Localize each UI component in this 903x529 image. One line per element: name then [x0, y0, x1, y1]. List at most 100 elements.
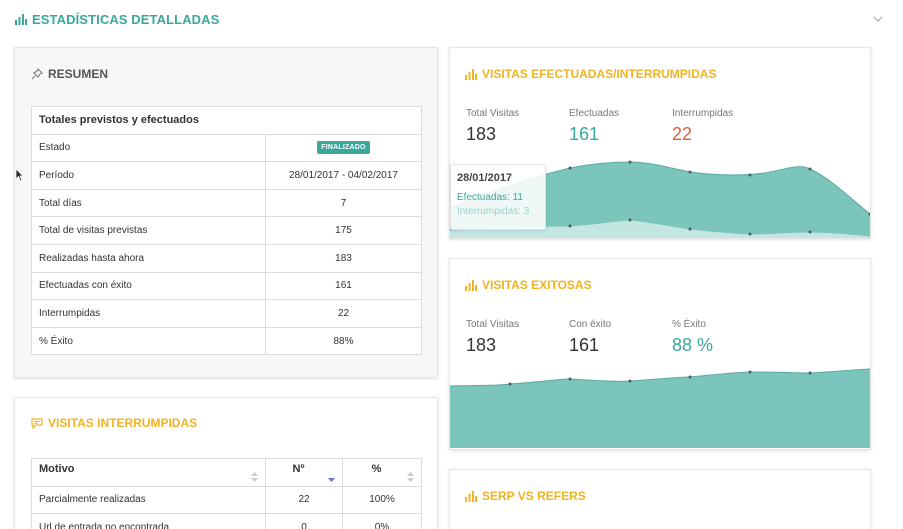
exitosas-line: [450, 368, 870, 387]
cell-pct: 0%: [342, 513, 422, 529]
serp-title: SERP VS REFERS: [465, 489, 586, 503]
resumen-title-text: RESUMEN: [48, 67, 109, 81]
cell-n: 22: [265, 485, 343, 515]
interrumpidas-area: [450, 220, 870, 238]
resumen-table-title: Totales previstos y efectuados: [31, 106, 422, 135]
chart-point[interactable]: [568, 166, 572, 170]
row-value: 28/01/2017 - 04/02/2017: [265, 161, 422, 190]
exitosas-title: VISITAS EXITOSAS: [465, 278, 592, 292]
column-header-n[interactable]: Nº: [265, 458, 343, 487]
column-header-motivo[interactable]: Motivo: [31, 458, 266, 487]
chart-point[interactable]: [748, 370, 752, 374]
stat-total-visitas: Total Visitas 183: [466, 319, 519, 356]
chart-point[interactable]: [628, 379, 632, 383]
table-row: % Éxito 88%: [31, 326, 422, 356]
efectuadas-area-chart[interactable]: [450, 150, 870, 238]
interrumpidas-table: Motivo Nº % Parcialmente realizadas 22 1…: [31, 458, 422, 529]
table-row: Interrumpidas 22: [31, 299, 422, 328]
pin-icon: [31, 68, 43, 80]
bar-chart-icon: [465, 490, 477, 502]
cell-motivo: Url de entrada no encontrada: [31, 513, 266, 529]
resumen-table: Totales previstos y efectuados Estado FI…: [31, 106, 422, 356]
stat-value: 88 %: [672, 335, 714, 355]
stat-efectuadas: Efectuadas 161: [569, 108, 619, 145]
table-row: Url de entrada no encontrada 0 0%: [31, 513, 422, 529]
row-label: Período: [31, 161, 266, 190]
table-row: Realizadas hasta ahora 183: [31, 243, 422, 273]
chart-point[interactable]: [568, 224, 572, 228]
stat-total-visitas: Total Visitas 183: [466, 108, 519, 145]
interrumpidas-title-text: VISITAS INTERRUMPIDAS: [48, 416, 198, 430]
chart-point[interactable]: [808, 167, 812, 171]
efectuadas-area: [450, 162, 870, 238]
table-header-row: Motivo Nº %: [31, 458, 422, 487]
table-row: Estado FINALIZADO: [31, 133, 422, 163]
stat-value: 161: [569, 124, 600, 144]
table-row: Total días 7: [31, 188, 422, 218]
status-badge: FINALIZADO: [317, 141, 370, 155]
row-value: 7: [265, 188, 422, 218]
stat-label: Interrumpidas: [672, 108, 734, 119]
chart-point[interactable]: [628, 160, 632, 164]
stat-value: 183: [466, 335, 497, 355]
interrumpidas-card: VISITAS INTERRUMPIDAS Motivo Nº % Parcia…: [14, 397, 438, 529]
table-row: Período 28/01/2017 - 04/02/2017: [31, 161, 422, 190]
table-row: Efectuadas con éxito 161: [31, 271, 422, 301]
stat-interrumpidas: Interrumpidas 22: [672, 108, 733, 145]
row-value: 88%: [265, 326, 422, 356]
table-row: Parcialmente realizadas 22 100%: [31, 485, 422, 515]
row-label: % Éxito: [31, 326, 266, 356]
exitosas-area-chart[interactable]: [450, 360, 870, 448]
chart-point[interactable]: [808, 230, 812, 234]
row-value: 183: [265, 243, 422, 273]
stat-label: Total Visitas: [466, 319, 520, 330]
resumen-card: RESUMEN Totales previstos y efectuados E…: [14, 47, 438, 378]
section-title: ESTADÍSTICAS DETALLADAS: [15, 12, 219, 27]
table-row: Total de visitas previstas 175: [31, 216, 422, 245]
section-header[interactable]: ESTADÍSTICAS DETALLADAS: [0, 0, 903, 42]
interrumpidas-title: VISITAS INTERRUMPIDAS: [31, 416, 197, 430]
mouse-cursor-icon: [15, 168, 24, 182]
chart-point[interactable]: [568, 377, 572, 381]
chart-point[interactable]: [688, 375, 692, 379]
chart-point[interactable]: [628, 218, 632, 222]
bar-chart-icon: [465, 279, 477, 291]
column-header-pct[interactable]: %: [342, 458, 422, 487]
row-label: Total de visitas previstas: [31, 216, 266, 245]
chart-point[interactable]: [868, 212, 871, 216]
tooltip-date: 28/01/2017: [457, 172, 513, 184]
chart-point[interactable]: [688, 227, 692, 231]
row-label: Estado: [31, 133, 266, 163]
row-label: Interrumpidas: [31, 299, 266, 328]
chart-point[interactable]: [748, 173, 752, 177]
resumen-table-header: Totales previstos y efectuados: [31, 106, 422, 135]
exitosas-title-text: VISITAS EXITOSAS: [482, 278, 592, 292]
resumen-title: RESUMEN: [31, 67, 108, 81]
row-label: Efectuadas con éxito: [31, 271, 266, 301]
stat-label: Con éxito: [569, 319, 612, 330]
stat-label: Total Visitas: [466, 108, 520, 119]
cell-motivo: Parcialmente realizadas: [31, 485, 266, 515]
chart-point[interactable]: [808, 371, 812, 375]
row-value: 22: [265, 299, 422, 328]
chart-point[interactable]: [688, 170, 692, 174]
row-label: Total días: [31, 188, 266, 218]
row-value: FINALIZADO: [265, 133, 422, 163]
serp-title-text: SERP VS REFERS: [482, 489, 586, 503]
cell-pct: 100%: [342, 485, 422, 515]
chevron-down-icon[interactable]: [873, 14, 883, 24]
stat-con-exito: Con éxito 161: [569, 319, 611, 356]
tooltip-efectuadas: Efectuadas: 11: [457, 192, 523, 203]
chart-point[interactable]: [508, 382, 512, 386]
sort-icon: [251, 471, 258, 482]
stat-value: 22: [672, 124, 693, 144]
stat-label: Efectuadas: [569, 108, 620, 119]
stat-value: 161: [569, 335, 600, 355]
sort-icon: [407, 471, 414, 482]
bar-chart-icon: [15, 14, 27, 25]
efectuadas-title-text: VISITAS EFECTUADAS/INTERRUMPIDAS: [482, 67, 717, 81]
chart-point[interactable]: [748, 232, 752, 236]
serp-card: SERP VS REFERS: [449, 469, 871, 529]
efectuadas-title: VISITAS EFECTUADAS/INTERRUMPIDAS: [465, 67, 716, 81]
